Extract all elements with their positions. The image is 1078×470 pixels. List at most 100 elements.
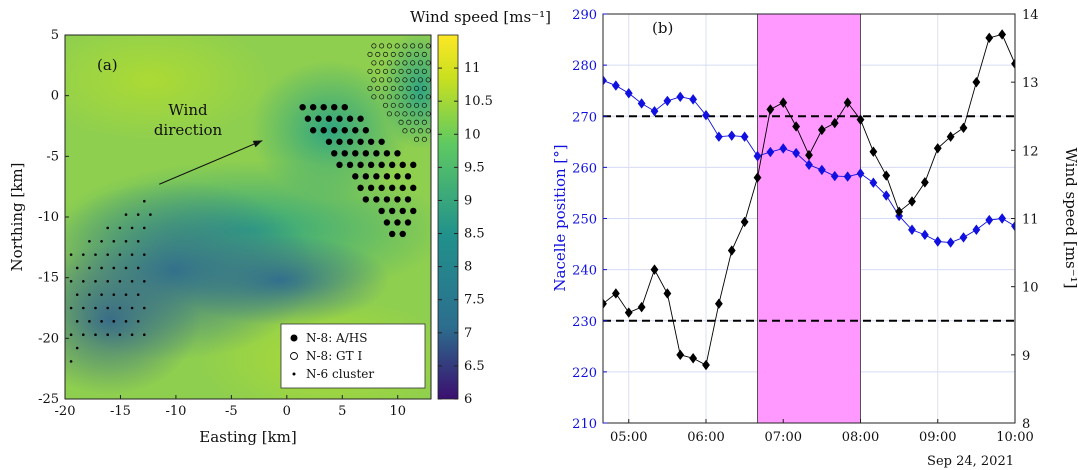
turbine-marker-a-hs [331,127,338,134]
turbine-marker-a-hs [362,196,370,203]
turbine-marker-gt-i [414,136,420,142]
turbine-marker-n6 [143,199,146,203]
turbine-marker-n6 [118,253,122,256]
wind-speed-point [1011,58,1015,69]
legend-marker-open [290,352,298,360]
turbine-marker-gt-i [425,43,431,49]
turbine-marker-a-hs [367,184,375,192]
turbine-marker-gt-i [414,68,420,74]
nacelle-position-point [882,190,891,201]
panel-label-a: (a) [97,56,118,74]
wind-speed-point [946,131,955,142]
turbine-marker-n6 [118,226,122,230]
turbine-marker-n6 [143,280,146,283]
turbine-marker-a-hs [331,103,338,111]
wind-speed-point [603,298,607,309]
x-tick-label-a: -20 [55,404,76,419]
wind-speed-point [817,124,826,136]
turbine-marker-n6 [130,306,134,310]
turbine-marker-gt-i [425,128,431,134]
turbine-marker-a-hs [357,184,364,192]
turbine-marker-a-hs [341,127,348,134]
turbine-marker-n6 [100,293,103,296]
turbine-marker-a-hs [399,161,406,169]
nacelle-position-point [611,80,620,91]
turbine-marker-gt-i [406,119,412,125]
turbine-marker-n6 [100,266,103,270]
reference-lines [603,115,1015,322]
turbine-marker-n6 [69,280,73,283]
turbine-marker-a-hs [367,161,375,169]
annotation-line1: Wind [168,101,208,119]
x-tick-label-b: 09:00 [919,430,956,445]
turbine-marker-a-hs [373,196,380,203]
legend-a: N-8: A/HS N-8: GT I N-6 cluster [280,323,426,389]
wind-speed-point [637,301,646,313]
nacelle-position-point [830,170,839,182]
turbine-marker-n6 [106,253,109,256]
turbine-marker-n6 [136,293,140,296]
y-left-tick-label: 210 [572,417,597,432]
turbine-marker-n6 [106,226,109,230]
turbine-marker-n6 [100,320,103,323]
series-b [603,29,1015,371]
shaded-interval [757,13,861,424]
turbine-marker-n6 [112,320,116,323]
turbine-marker-a-hs [331,150,338,157]
turbine-marker-gt-i [379,77,385,83]
turbine-marker-gt-i [414,85,420,91]
turbine-marker-n6 [75,320,79,323]
turbine-marker-gt-i [386,94,392,100]
x-tick-label-a: 10 [389,404,406,419]
nacelle-position-point [637,98,646,109]
colorbar-tick-label: 10.5 [464,94,493,109]
turbine-marker-a-hs [325,138,333,145]
turbine-marker-a-hs [352,173,359,180]
wind-speed-point [792,121,801,132]
turbine-marker-a-hs [388,161,396,169]
turbine-marker-gt-i [398,85,404,91]
nacelle-position-point [740,131,749,142]
y-left-tick-label: 280 [572,59,597,74]
colorbar-tick-label: 8.5 [464,227,485,242]
turbine-marker-a-hs [309,127,317,134]
wind-speed-point [920,177,929,188]
turbine-marker-a-hs [394,219,401,226]
turbine-marker-gt-i [406,102,412,108]
nacelle-position-point [603,75,607,86]
turbine-marker-n6 [143,333,146,336]
nacelle-position-point [792,147,801,159]
colorbar-title: Wind speed [ms⁻¹] [410,8,551,26]
turbine-marker-n6 [94,333,97,336]
wind-arrow-head [252,140,263,148]
turbine-marker-gt-i [421,136,427,142]
turbine-marker-a-hs [362,127,370,134]
turbine-marker-n6 [75,293,79,296]
y-tick-label-a: -20 [38,331,59,346]
turbine-marker-gt-i [375,51,381,57]
colorbar-ticks: 6 6.5 7 7.5 8 8.5 9 9.5 10 10.5 11 [438,61,493,407]
turbine-marker-a-hs [378,184,385,192]
turbine-marker-gt-i [375,85,381,91]
turbine-marker-gt-i [371,43,377,49]
turbine-marker-n6 [106,333,109,336]
turbine-marker-a-hs [336,138,343,145]
turbine-marker-n6 [130,253,134,256]
y-right-axis-label: Wind speed [ms⁻¹] [1062,148,1078,289]
y-tick-label-a: -15 [38,271,59,286]
turbine-marker-gt-i [414,51,420,57]
y-right-tick-label: 11 [1022,213,1039,228]
turbine-marker-a-hs [394,173,401,180]
nacelle-position-point [805,159,813,171]
wind-speed-point [753,172,762,183]
turbine-marker-n6 [130,280,134,283]
turbine-marker-a-hs [378,138,385,145]
turbine-marker-gt-i [410,94,416,100]
y-left-tick-label: 230 [572,315,597,330]
turbine-marker-gt-i [402,60,408,66]
turbine-marker-gt-i [425,60,431,66]
wind-speed-point [843,97,852,108]
turbine-marker-a-hs [320,127,327,134]
